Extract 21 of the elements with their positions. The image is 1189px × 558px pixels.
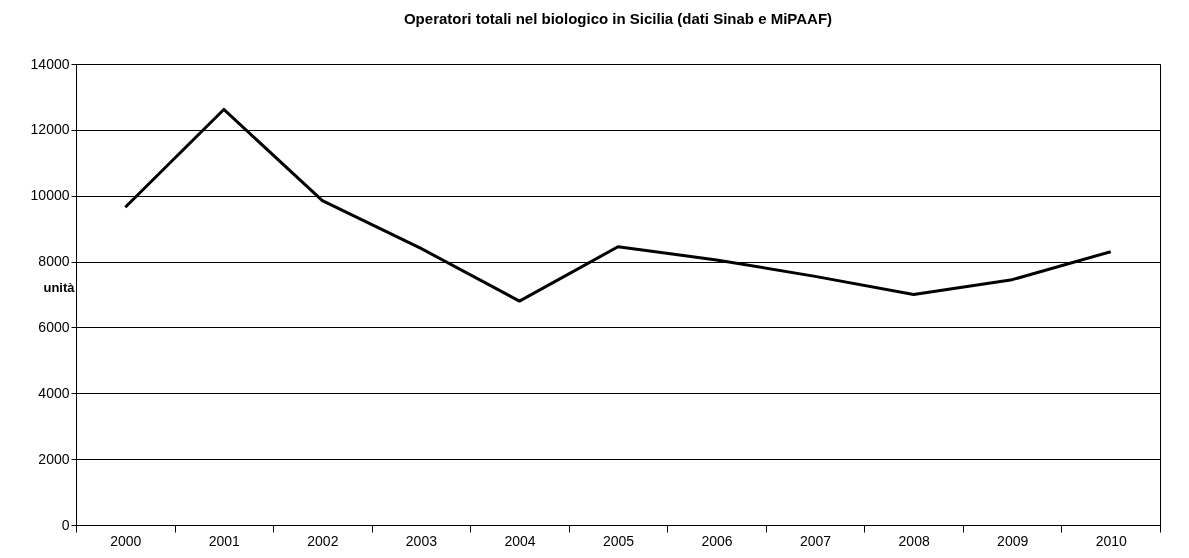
x-tick-label: 2002 [307,532,339,549]
y-axis-title: unità [43,280,76,295]
x-tick-label: 2004 [504,532,536,549]
x-tick-label: 2008 [898,532,930,549]
y-tick-label: 0 [61,516,70,533]
x-tick-label: 2000 [110,532,142,549]
y-tick-label: 6000 [38,318,70,335]
y-tick-label: 4000 [38,384,70,401]
x-tick-label: 2010 [1095,532,1128,549]
x-tick-label: 2007 [800,532,832,549]
x-tick-label: 2001 [208,532,241,549]
y-tick-label: 10000 [30,187,70,204]
x-tick-label: 2003 [405,532,438,549]
y-tick-label: 8000 [38,253,70,270]
x-tick-label: 2006 [701,532,733,549]
y-tick-label: 12000 [30,121,70,138]
x-tick-label: 2005 [602,532,635,549]
chart-title: Operatori totali nel biologico in Sicilia (dati Sinab e MiPAAF) [403,10,833,27]
y-tick-label: 14000 [30,55,70,72]
x-tick-label: 2009 [997,532,1029,549]
y-tick-label: 2000 [38,450,70,467]
